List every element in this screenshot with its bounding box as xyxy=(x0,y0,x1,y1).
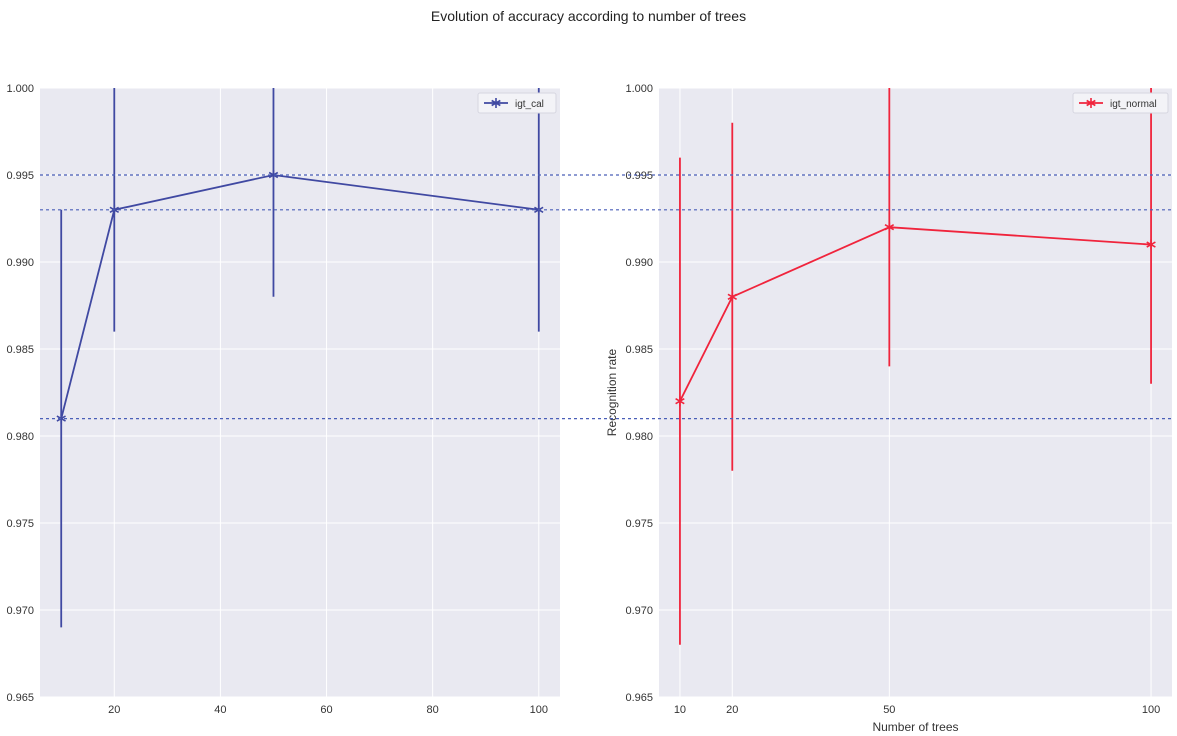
x-tick-label: 10 xyxy=(674,704,686,716)
chart-panel-2: 0.965 0.970 0.975 0.980 0.985 0.990 0.995 1.000… xyxy=(605,83,1172,734)
y-tick-label: 0.995 xyxy=(6,170,34,182)
data-point xyxy=(727,291,738,302)
plot-area xyxy=(40,88,560,697)
legend-label: igt_normal xyxy=(1110,99,1157,110)
y-tick-label: 0.975 xyxy=(625,518,653,530)
legend-label: igt_cal xyxy=(515,99,544,110)
chart-panel-1: 0.965 0.970 0.975 0.980 0.985 0.990 0.995 1.000… xyxy=(6,83,560,716)
legend-box xyxy=(477,92,557,114)
figure-title: Evolution of accuracy according to numbe… xyxy=(430,8,747,24)
x-tick-label: 50 xyxy=(883,704,895,716)
y-tick-label: 0.970 xyxy=(6,605,34,617)
x-tick-label: 100 xyxy=(1142,704,1160,716)
plot-area xyxy=(659,88,1172,697)
y-tick-label: 1.000 xyxy=(625,83,653,95)
data-point xyxy=(1146,239,1156,250)
y-tick-label: 0.970 xyxy=(625,605,653,617)
data-point xyxy=(268,170,279,180)
data-point xyxy=(675,396,685,407)
data-point xyxy=(56,413,66,424)
data-point xyxy=(884,222,895,233)
y-tick-label: 0.965 xyxy=(625,692,653,704)
legend-marker xyxy=(1086,98,1096,108)
y-tick-label: 0.975 xyxy=(6,518,34,530)
y-tick-label: 0.980 xyxy=(6,431,34,443)
legend-marker xyxy=(491,98,501,108)
x-tick-label: 100 xyxy=(530,704,548,716)
series-line xyxy=(679,226,1152,402)
y-tick-label: 0.965 xyxy=(6,692,34,704)
y-tick-label: 0.995 xyxy=(625,170,653,182)
x-axis-label: Number of trees xyxy=(872,720,958,734)
y-tick-label: 0.990 xyxy=(625,257,653,269)
x-tick-label: 80 xyxy=(427,704,439,716)
x-tick-label: 40 xyxy=(214,704,226,716)
y-axis-label: Recognition rate xyxy=(605,348,619,436)
y-tick-label: 0.980 xyxy=(625,431,653,443)
y-tick-label: 1.000 xyxy=(6,83,34,95)
x-tick-label: 20 xyxy=(108,704,120,716)
y-tick-label: 0.985 xyxy=(6,344,34,356)
x-tick-label: 20 xyxy=(726,704,738,716)
y-tick-label: 0.990 xyxy=(6,257,34,269)
x-tick-label: 60 xyxy=(320,704,332,716)
y-tick-label: 0.985 xyxy=(625,344,653,356)
series-line xyxy=(60,174,539,419)
legend-box xyxy=(1072,92,1169,114)
